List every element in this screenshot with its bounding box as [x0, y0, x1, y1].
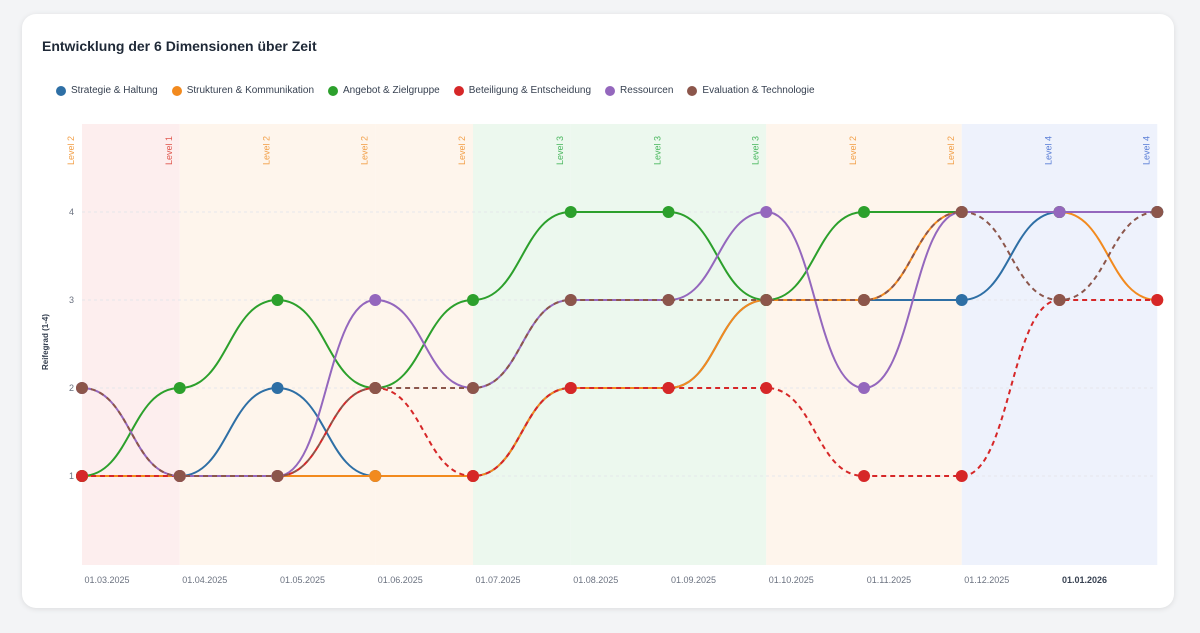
level-band [961, 124, 1060, 565]
legend-item[interactable]: Ressourcen [605, 85, 673, 96]
level-label: Level 2 [359, 136, 369, 165]
x-tick-label: 01.03.2025 [84, 575, 129, 585]
level-band [864, 124, 962, 565]
legend-label: Beteiligung & Entscheidung [468, 85, 592, 96]
data-point[interactable] [271, 294, 284, 306]
data-point[interactable] [1151, 294, 1164, 306]
data-point[interactable] [858, 294, 870, 306]
data-point[interactable] [858, 470, 870, 482]
legend-item[interactable]: Strukturen & Kommunikation [171, 85, 314, 96]
level-label: Level 3 [653, 136, 663, 165]
data-point[interactable] [858, 382, 870, 394]
data-point[interactable] [1151, 206, 1164, 218]
data-point[interactable] [467, 294, 479, 306]
data-point[interactable] [1053, 206, 1066, 218]
series-line [81, 298, 1158, 478]
legend-marker [687, 85, 698, 96]
chart-legend: Strategie & Haltung Strukturen & Kommunik… [56, 85, 815, 96]
data-point[interactable] [955, 206, 968, 218]
data-point[interactable] [173, 470, 186, 482]
x-tick-label: 01.07.2025 [475, 575, 520, 585]
legend-label: Strategie & Haltung [71, 85, 158, 96]
x-tick-label: 01.05.2025 [280, 575, 325, 585]
data-point[interactable] [662, 206, 675, 218]
data-point[interactable] [662, 294, 675, 306]
level-label: Level 2 [262, 136, 272, 165]
legend-item[interactable]: Evaluation & Technologie [687, 85, 815, 96]
level-label: Level 4 [1141, 136, 1151, 165]
y-axis-label: Reifegrad (1-4) [41, 314, 50, 370]
x-tick-label: 01.06.2025 [378, 575, 423, 585]
level-label: Level 1 [164, 136, 174, 165]
legend-label: Ressourcen [620, 85, 674, 96]
legend-item[interactable]: Angebot & Zielgruppe [328, 85, 440, 96]
y-tick-label: 4 [69, 207, 74, 217]
data-point[interactable] [564, 206, 577, 218]
level-label: Level 3 [555, 136, 565, 165]
chart-title: Entwicklung der 6 Dimensionen über Zeit [42, 38, 317, 54]
legend-label: Strukturen & Kommunikation [186, 85, 314, 96]
data-point[interactable] [564, 382, 577, 394]
data-point[interactable] [467, 470, 479, 482]
level-band [570, 124, 669, 565]
data-point[interactable] [955, 470, 968, 482]
data-point[interactable] [955, 294, 968, 306]
legend-item[interactable]: Beteiligung & Entscheidung [453, 85, 592, 96]
data-point[interactable] [76, 382, 88, 394]
data-point[interactable] [173, 382, 186, 394]
level-label: Level 2 [66, 136, 76, 165]
data-point[interactable] [662, 382, 675, 394]
x-tick-label: 01.04.2025 [182, 575, 227, 585]
data-point[interactable] [369, 294, 382, 306]
x-tick-label: 01.09.2025 [671, 575, 716, 585]
x-tick-label: 01.12.2025 [964, 575, 1009, 585]
level-band [1059, 124, 1158, 565]
x-tick-label: 01.08.2025 [573, 575, 618, 585]
legend-marker [171, 85, 182, 96]
legend-item[interactable]: Strategie & Haltung [56, 85, 158, 96]
data-point[interactable] [369, 470, 382, 482]
x-tick-label: 01.01.2026 [1062, 575, 1107, 585]
data-point[interactable] [760, 294, 773, 306]
level-band [766, 124, 864, 565]
x-tick-label: 01.10.2025 [769, 575, 814, 585]
data-point[interactable] [1053, 294, 1066, 306]
legend-label: Evaluation & Technologie [702, 85, 815, 96]
legend-marker [328, 85, 338, 96]
level-label: Level 3 [750, 136, 760, 165]
data-point[interactable] [271, 470, 284, 482]
y-tick-label: 2 [69, 383, 74, 393]
legend-marker [56, 85, 66, 96]
data-point[interactable] [467, 382, 479, 394]
legend-marker [605, 85, 616, 96]
series-points [76, 206, 1164, 482]
level-label: Level 2 [457, 136, 467, 165]
data-point[interactable] [564, 294, 577, 306]
level-label: Level 4 [1044, 136, 1054, 165]
level-label: Level 2 [848, 136, 858, 165]
y-tick-label: 3 [69, 295, 74, 305]
y-tick-label: 1 [69, 471, 74, 481]
level-bands [82, 124, 1158, 565]
data-point[interactable] [369, 382, 382, 394]
legend-marker [453, 85, 464, 96]
data-point[interactable] [760, 206, 773, 218]
data-point[interactable] [858, 206, 870, 218]
level-label: Level 2 [946, 136, 956, 165]
data-point[interactable] [271, 382, 284, 394]
level-band [82, 124, 180, 565]
legend-label: Angebot & Zielgruppe [343, 85, 440, 96]
data-point[interactable] [76, 470, 88, 482]
series-line [81, 210, 1158, 478]
data-point[interactable] [760, 382, 773, 394]
x-tick-label: 01.11.2025 [867, 575, 911, 585]
